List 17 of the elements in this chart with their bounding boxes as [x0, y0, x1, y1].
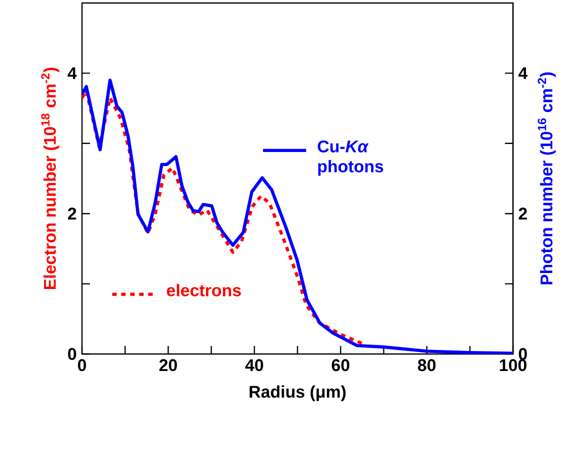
- y-axis-title: Electron number (10$^{18}$ cm$^{-2}$): [41, 68, 60, 290]
- y-tick-label: 4: [68, 67, 77, 80]
- y2-axis-title: Photon number (10$^{16}$ cm$^{-2}$): [538, 72, 556, 284]
- x-tick-label: 40: [245, 359, 264, 372]
- legend-label: Cu-Kα photons: [318, 140, 384, 176]
- y-tick-label: 2: [68, 208, 76, 220]
- x-tick-label: 20: [159, 359, 177, 372]
- y2-tick-label: 2: [518, 208, 527, 220]
- x-tick-label: 100: [500, 359, 526, 372]
- y2-tick-label: 4: [518, 67, 528, 80]
- y2-tick-label: 0: [518, 348, 527, 360]
- y-tick-label: 0: [68, 348, 76, 360]
- x-tick-label: 80: [418, 359, 436, 372]
- x-axis-title: Radius (μm): [250, 385, 346, 402]
- x-tick-label: 0: [78, 359, 86, 372]
- legend-label: electrons: [166, 284, 241, 296]
- x-tick-label: 60: [332, 359, 350, 372]
